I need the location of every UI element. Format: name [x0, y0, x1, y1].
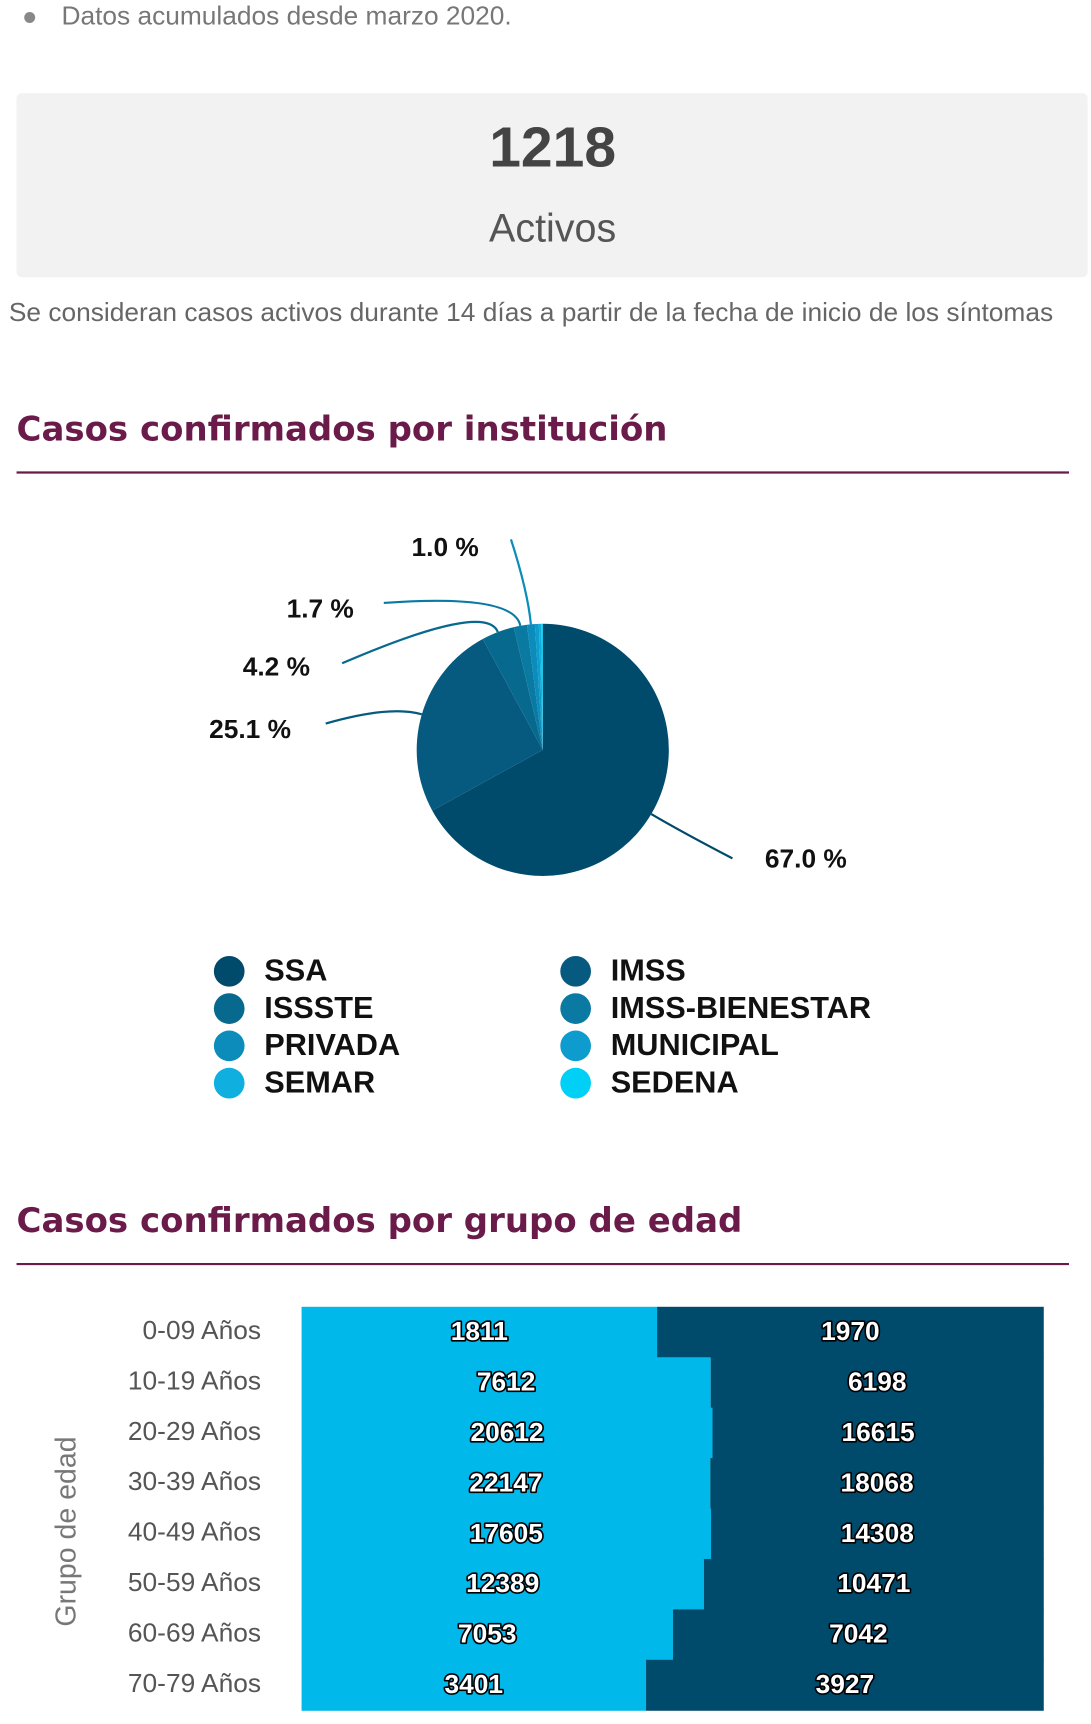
bar-value-label: 16615 — [842, 1417, 915, 1447]
legend-label: PRIVADA — [264, 1027, 400, 1062]
bar-segment — [301, 1306, 658, 1358]
legend-label: SEMAR — [264, 1064, 375, 1099]
bar-value-label: 1970 — [821, 1316, 880, 1346]
legend-swatch — [560, 993, 591, 1024]
bar-segment — [703, 1558, 1044, 1610]
y-tick-label: 0-09 Años — [143, 1315, 261, 1345]
bar-segment — [711, 1508, 1044, 1560]
stat-label: Activos — [489, 207, 616, 251]
section-title: Casos confirmados por grupo de edad — [17, 1201, 743, 1241]
y-tick-label: 40-49 Años — [128, 1517, 261, 1547]
legend-swatch — [213, 1067, 245, 1099]
bar-segment — [710, 1458, 1044, 1510]
slice-label: 1.0 % — [412, 532, 479, 562]
bar-segment — [646, 1659, 1044, 1711]
pie-slice — [541, 623, 543, 750]
bar-value-label: 1811 — [451, 1316, 508, 1346]
legend-label: IMSS-BIENESTAR — [611, 990, 871, 1025]
legend-label: MUNICIPAL — [611, 1027, 779, 1062]
bar-value-label: 20612 — [470, 1417, 543, 1447]
pie-slice — [482, 627, 543, 750]
y-tick-label: 50-59 Años — [128, 1567, 261, 1597]
y-tick-label: 60-69 Años — [128, 1618, 261, 1648]
y-tick-label: 20-29 Años — [128, 1416, 261, 1446]
stat-value: 1218 — [489, 115, 616, 179]
bar-value-label: 3401 — [445, 1669, 504, 1699]
legend-label: SEDENA — [611, 1064, 739, 1099]
bar-value-label: 10471 — [837, 1568, 910, 1598]
bar-value-label: 7053 — [458, 1619, 517, 1649]
legend-swatch — [213, 955, 245, 987]
bar-segment — [301, 1357, 711, 1409]
pie-slice — [526, 624, 543, 750]
legend-swatch — [213, 993, 245, 1024]
leader-line — [509, 539, 532, 625]
bar-value-label: 12389 — [466, 1568, 539, 1598]
bar-segment — [301, 1508, 712, 1560]
legend-swatch — [560, 1067, 591, 1099]
stat-box — [16, 93, 1088, 278]
bullet-text: Datos acumulados desde marzo 2020. — [61, 0, 511, 30]
leader-line — [341, 620, 499, 665]
pie-slice — [416, 639, 543, 811]
leader-line — [383, 599, 522, 627]
bar-value-label: 14308 — [841, 1518, 914, 1548]
pie-slice — [534, 623, 543, 750]
leader-line — [650, 813, 733, 860]
pie-slice — [513, 624, 543, 750]
bar-value-label: 18068 — [840, 1467, 913, 1497]
bar-segment — [672, 1609, 1044, 1661]
legend-label: ISSSTE — [264, 990, 373, 1025]
slice-label: 4.2 % — [243, 652, 310, 682]
bar-segment — [657, 1306, 1044, 1358]
bar-segment — [301, 1458, 711, 1510]
note: Se consideran casos activos durante 14 d… — [8, 298, 1054, 328]
section-title: Casos confirmados por institución — [17, 410, 668, 450]
bar-value-label: 6198 — [848, 1366, 907, 1396]
bar-value-label: 17605 — [470, 1518, 543, 1548]
bar-value-label: 22147 — [469, 1467, 542, 1497]
y-tick-label: 70-79 Años — [128, 1668, 261, 1698]
legend-swatch — [213, 1030, 245, 1062]
bar-segment — [301, 1659, 647, 1711]
bar-segment — [301, 1609, 673, 1661]
y-tick-label: 10-19 Años — [128, 1365, 261, 1395]
y-tick-label: 30-39 Años — [128, 1466, 261, 1496]
slice-label: 25.1 % — [209, 714, 291, 744]
bar-value-label: 3927 — [816, 1669, 875, 1699]
pie-slice — [432, 623, 669, 876]
pie-slice — [538, 623, 543, 750]
legend-label: IMSS — [611, 953, 686, 988]
bullet-dot — [24, 12, 36, 24]
legend-label: SSA — [264, 953, 327, 988]
bar-segment — [712, 1407, 1044, 1459]
bar-segment — [301, 1407, 713, 1459]
y-axis-label: Grupo de edad — [51, 1436, 83, 1626]
note-box: Se consideran casos activos durante 14 d… — [8, 298, 1054, 328]
leader-line — [325, 710, 423, 725]
bar-segment — [710, 1357, 1044, 1409]
slice-label: 67.0 % — [765, 844, 847, 874]
legend-swatch — [560, 955, 591, 987]
bar-value-label: 7042 — [829, 1619, 888, 1649]
bar-value-label: 7612 — [477, 1366, 536, 1396]
slice-label: 1.7 % — [287, 594, 354, 624]
legend-swatch — [560, 1030, 591, 1062]
bar-segment — [301, 1558, 704, 1610]
